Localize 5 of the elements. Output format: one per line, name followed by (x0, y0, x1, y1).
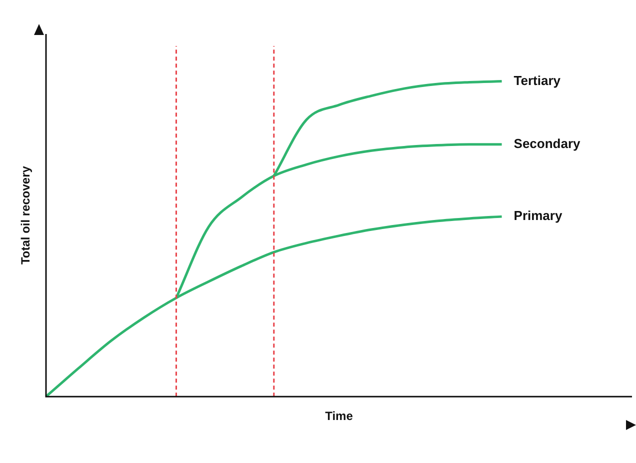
x-axis-title: Time (325, 408, 354, 423)
series-label: Tertiary (514, 72, 562, 88)
series-label: Primary (514, 208, 563, 224)
series-label: Secondary (514, 136, 582, 151)
y-axis-title: Total oil recovery (18, 166, 32, 265)
